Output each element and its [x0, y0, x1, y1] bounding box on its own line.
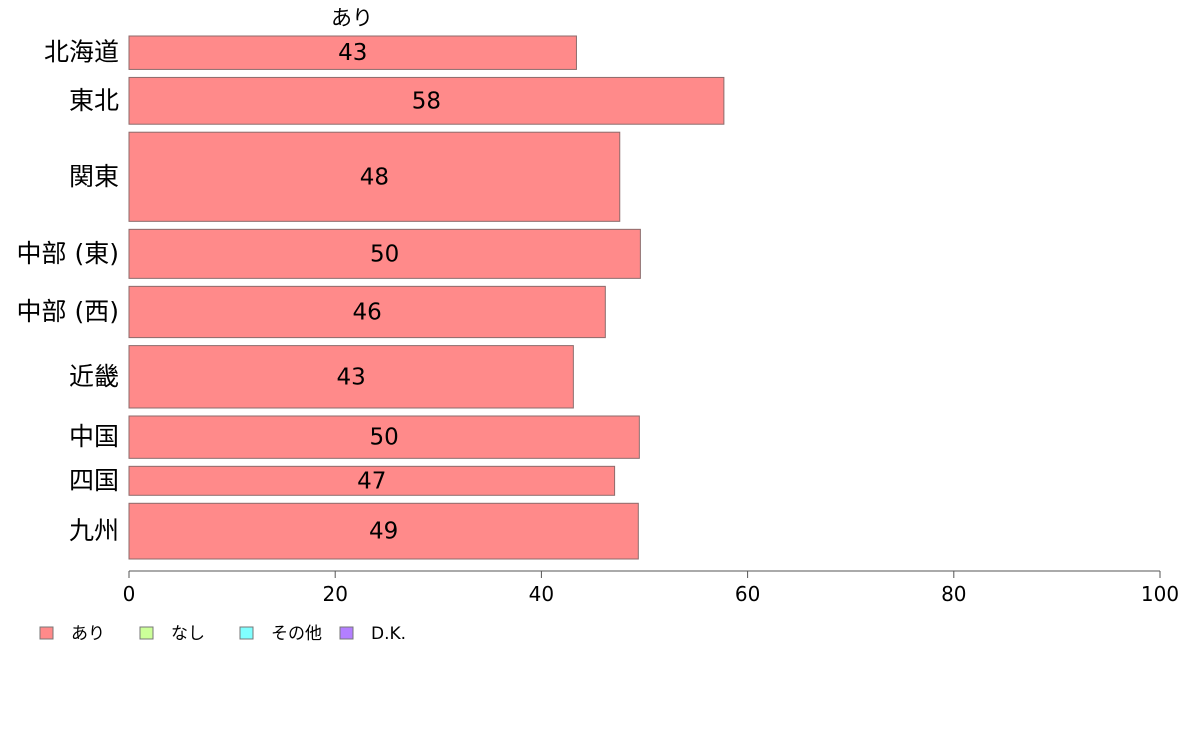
category-label: 四国	[69, 466, 119, 495]
legend-label: なし	[171, 624, 205, 644]
category-label: 中部 (西)	[17, 297, 119, 326]
category-label: 中部 (東)	[17, 239, 119, 268]
bar	[128, 345, 574, 409]
legend: あり なし その他 D.K.	[39, 624, 406, 644]
bar-value-label: 58	[412, 88, 441, 114]
bar	[128, 502, 639, 560]
legend-swatch	[339, 626, 354, 640]
chart-title: あり	[331, 6, 373, 30]
bar-value-label: 49	[369, 519, 398, 545]
x-tick-label: 80	[941, 582, 966, 606]
legend-swatch	[39, 626, 54, 640]
category-label: 東北	[69, 86, 119, 115]
bar	[128, 76, 725, 125]
bar-value-label: 50	[370, 241, 399, 267]
bar-value-label: 47	[357, 468, 386, 494]
bar-value-label: 46	[353, 299, 382, 325]
bar	[128, 285, 606, 339]
x-tick-label: 100	[1141, 582, 1179, 606]
legend-swatch	[139, 626, 154, 640]
bar	[128, 415, 640, 459]
category-label: 中国	[69, 422, 119, 451]
bar-value-label: 43	[337, 364, 366, 390]
category-label: 関東	[69, 162, 119, 191]
x-axis: 0 20 40 60 80 100	[123, 570, 1179, 606]
bar	[128, 131, 621, 222]
bar-value-label: 50	[370, 425, 399, 451]
category-label: 九州	[69, 516, 119, 545]
legend-swatch	[239, 626, 254, 640]
x-tick-label: 40	[529, 582, 554, 606]
category-label: 北海道	[44, 38, 119, 67]
bar-value-label: 43	[338, 40, 367, 66]
x-tick-label: 20	[322, 582, 347, 606]
x-tick-label: 0	[123, 582, 136, 606]
bar	[128, 35, 577, 70]
legend-label: D.K.	[371, 624, 406, 644]
bars: 43 北海道 58 東北 48 関東 50 中部 (東) 46 中部 (西) 43 近畿 50 中国 47 四…	[17, 35, 725, 560]
legend-label: あり	[71, 624, 105, 644]
x-tick-label: 60	[735, 582, 760, 606]
bar-value-label: 48	[360, 164, 389, 190]
bar	[128, 465, 616, 496]
legend-label: その他	[271, 624, 322, 644]
bar	[128, 228, 641, 279]
category-label: 近畿	[69, 362, 119, 391]
